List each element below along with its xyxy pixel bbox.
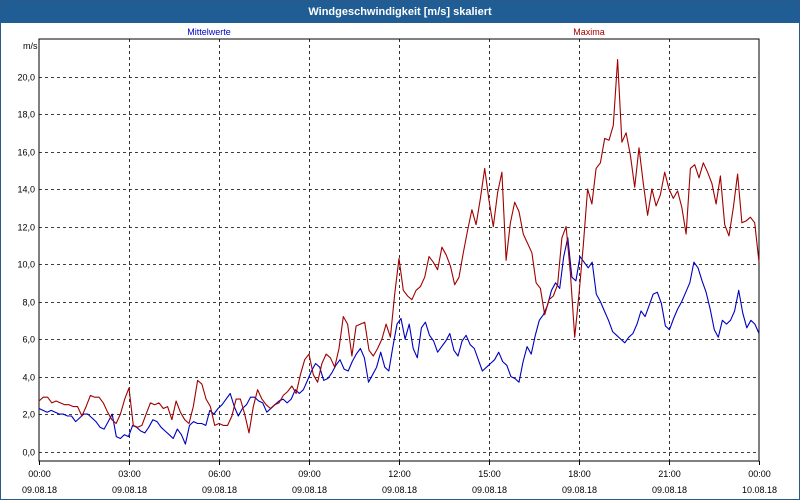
legend-maxima: Maxima bbox=[573, 27, 605, 37]
y-tick-label: 8,0 bbox=[22, 298, 35, 308]
x-tick-date: 09.08.18 bbox=[22, 485, 57, 495]
plot-area bbox=[38, 38, 760, 462]
y-tick-label: 0,0 bbox=[22, 448, 35, 458]
series-line-mittelwerte bbox=[38, 237, 760, 445]
x-tick-date: 09.08.18 bbox=[112, 485, 147, 495]
x-tick-date: 09.08.18 bbox=[202, 485, 237, 495]
y-tick-label: 16,0 bbox=[17, 148, 35, 158]
x-tick-date: 09.08.18 bbox=[562, 485, 597, 495]
x-tick-time: 18:00 bbox=[568, 469, 591, 479]
window-title: Windgeschwindigkeit [m/s] skaliert bbox=[1, 1, 799, 23]
y-tick-label: 12,0 bbox=[17, 223, 35, 233]
y-tick-label: 20,0 bbox=[17, 73, 35, 83]
x-tick-date: 09.08.18 bbox=[292, 485, 327, 495]
y-axis-label: m/s bbox=[23, 41, 38, 51]
x-tick-date: 09.08.18 bbox=[652, 485, 687, 495]
legend-mittelwerte: Mittelwerte bbox=[187, 27, 231, 37]
y-tick-label: 10,0 bbox=[17, 260, 35, 270]
y-tick-label: 14,0 bbox=[17, 185, 35, 195]
y-tick-label: 2,0 bbox=[22, 410, 35, 420]
x-tick-time: 03:00 bbox=[118, 469, 141, 479]
x-tick-time: 12:00 bbox=[388, 469, 411, 479]
x-tick-date: 10.08.18 bbox=[742, 485, 777, 495]
y-tick-label: 6,0 bbox=[22, 335, 35, 345]
x-tick-time: 06:00 bbox=[208, 469, 231, 479]
series-line-maxima bbox=[38, 59, 760, 434]
x-tick-date: 09.08.18 bbox=[472, 485, 507, 495]
x-tick-time: 15:00 bbox=[478, 469, 501, 479]
x-tick-time: 21:00 bbox=[658, 469, 681, 479]
y-tick-label: 18,0 bbox=[17, 110, 35, 120]
x-tick-time: 09:00 bbox=[298, 469, 321, 479]
y-tick-label: 4,0 bbox=[22, 373, 35, 383]
x-tick-time: 00:00 bbox=[28, 469, 51, 479]
x-tick-date: 09.08.18 bbox=[382, 485, 417, 495]
x-tick-time: 00:00 bbox=[748, 469, 771, 479]
